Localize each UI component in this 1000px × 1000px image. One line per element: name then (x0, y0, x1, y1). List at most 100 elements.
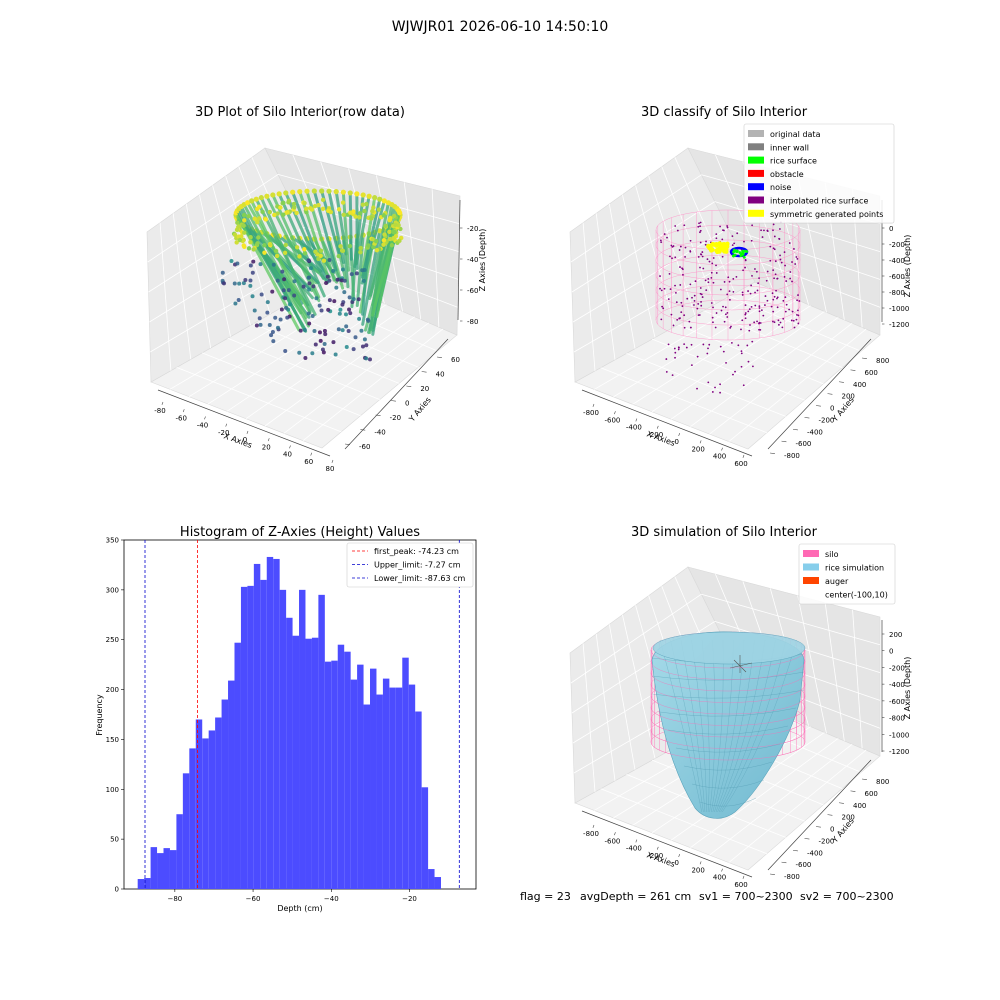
point (303, 355, 308, 360)
interpolated-point (665, 371, 668, 373)
x-tick-label: −20 (402, 895, 417, 903)
legend: original data inner wall rice surface obsta… (743, 123, 895, 224)
interpolated-point (676, 229, 679, 232)
interpolated-point (715, 237, 718, 240)
interpolated-point (726, 225, 729, 227)
point (327, 258, 332, 263)
interpolated-point (744, 304, 747, 307)
point (364, 356, 369, 361)
interpolated-point (689, 250, 692, 253)
point (360, 344, 365, 349)
rice-mesh-line (691, 779, 765, 789)
point (317, 303, 322, 308)
interpolated-point (770, 305, 773, 308)
point (340, 189, 346, 195)
point (374, 247, 380, 253)
point (367, 357, 372, 362)
point (381, 198, 387, 204)
z-axis-tick-label: -600 (889, 698, 905, 706)
interpolated-point (776, 306, 779, 309)
interpolated-point (780, 261, 783, 264)
interpolated-point (741, 319, 744, 322)
interpolated-point (715, 264, 717, 267)
interpolated-point (741, 294, 744, 296)
point-streak (291, 190, 329, 285)
interpolated-point (772, 269, 775, 272)
point (308, 266, 313, 271)
point (272, 212, 277, 218)
x-axis-tick-mark (699, 861, 702, 865)
histogram-bar (344, 651, 351, 889)
point (320, 206, 326, 212)
interpolated-point (772, 229, 774, 232)
interpolated-point (701, 255, 704, 258)
interpolated-point (679, 245, 682, 248)
grid-line (595, 213, 616, 360)
x-axis-tick-label: 0 (243, 436, 247, 444)
interpolated-point (758, 305, 761, 308)
point (243, 277, 248, 282)
histogram-bar (286, 617, 293, 889)
rice-mesh-line (659, 707, 797, 717)
info-line: flag = 23 avgDepth = 261 cm sv1 = 700~23… (520, 890, 894, 903)
point (392, 230, 397, 235)
histogram-bars (137, 556, 441, 889)
interpolated-point (679, 284, 682, 286)
rice-surface-point (732, 248, 736, 252)
interpolated-point (778, 323, 780, 326)
interpolated-point (782, 317, 785, 320)
point (376, 207, 382, 212)
interpolated-point (680, 311, 683, 314)
interpolated-point (741, 291, 744, 294)
point (302, 200, 307, 206)
interpolated-point (766, 270, 769, 273)
legend-swatch (803, 563, 819, 571)
histogram-bar (408, 684, 416, 889)
interpolated-point (712, 257, 715, 259)
point (319, 188, 325, 194)
interpolated-point (764, 304, 766, 306)
rice-mesh-line (718, 639, 776, 813)
interpolated-point (677, 346, 680, 349)
interpolated-point (699, 287, 702, 289)
simulation-surfaces (650, 631, 806, 819)
silo-ring-front (650, 661, 806, 680)
grid-line (159, 222, 172, 371)
grid-line (185, 203, 212, 349)
histogram-bar (215, 717, 222, 889)
point (396, 222, 401, 228)
point (285, 210, 290, 215)
point (236, 224, 242, 229)
x-axis-tick-label: -200 (647, 852, 663, 860)
interpolated-point (705, 289, 708, 292)
point (354, 191, 360, 197)
interpolated-point (683, 343, 686, 346)
grid-line (225, 175, 271, 315)
point (371, 205, 376, 210)
point (255, 241, 260, 246)
point (344, 344, 349, 349)
symmetric-point (707, 246, 712, 251)
point (275, 211, 280, 216)
interpolated-point (676, 318, 679, 321)
point-streak (242, 203, 310, 328)
y-axis-tick-mark (436, 356, 442, 358)
x-tick-label: −40 (324, 895, 339, 903)
interpolated-point (754, 268, 756, 270)
interpolated-point (783, 251, 786, 254)
histogram-bar (247, 585, 254, 889)
point (366, 243, 371, 248)
x-axis-tick-label: -60 (176, 414, 187, 422)
legend-label: inner wall (770, 143, 809, 152)
info-sv2: sv2 = 700~2300 (800, 890, 894, 903)
interpolated-point (729, 298, 731, 301)
y-axis-tick-label: 60 (451, 356, 460, 364)
interpolated-point (793, 326, 796, 329)
interpolated-point (729, 326, 732, 329)
point (250, 294, 255, 299)
point (316, 256, 321, 262)
interpolated-point (760, 229, 762, 232)
point (332, 299, 337, 304)
x-axis-tick-label: 600 (734, 460, 747, 468)
grid-line (613, 293, 783, 398)
